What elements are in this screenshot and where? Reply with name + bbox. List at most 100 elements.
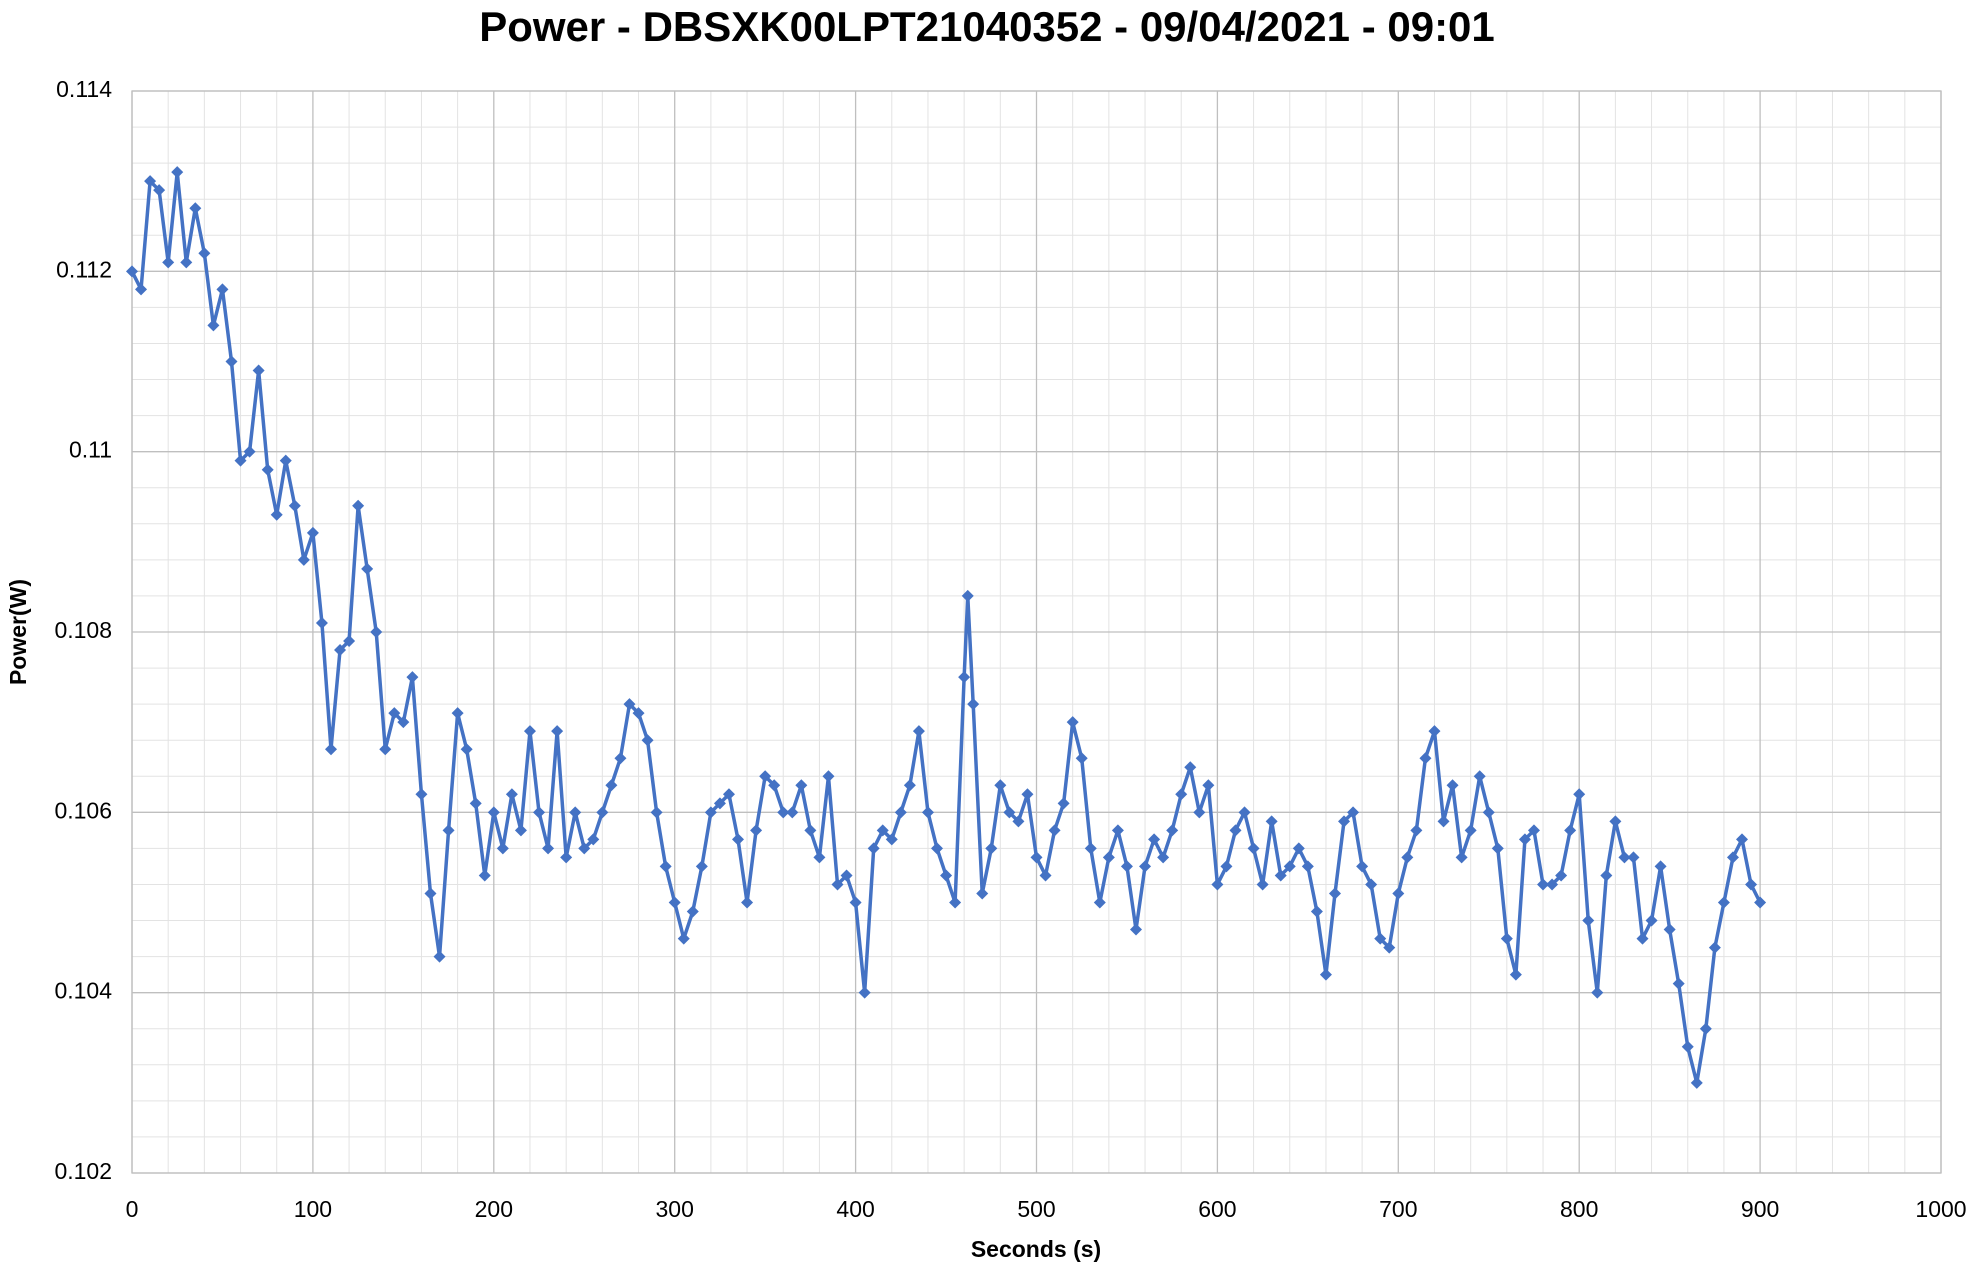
data-marker: [894, 806, 907, 819]
data-marker: [813, 851, 826, 864]
data-marker: [1681, 1040, 1694, 1053]
x-tick-label: 500: [1017, 1196, 1055, 1222]
data-marker: [1374, 932, 1387, 945]
y-axis-label: Power(W): [5, 579, 31, 685]
data-marker: [1473, 770, 1486, 783]
data-marker: [958, 671, 971, 684]
data-marker: [1527, 824, 1540, 837]
data-marker: [1274, 869, 1287, 882]
data-marker: [542, 842, 555, 855]
data-marker: [1509, 968, 1522, 981]
data-marker: [1328, 887, 1341, 900]
data-marker: [940, 869, 953, 882]
data-marker: [252, 364, 265, 377]
data-marker: [1057, 797, 1070, 810]
data-marker: [1627, 851, 1640, 864]
y-tick-label: 0.102: [54, 1158, 112, 1184]
x-tick-label: 700: [1379, 1196, 1417, 1222]
data-marker: [1157, 851, 1170, 864]
data-marker: [126, 265, 138, 278]
data-marker: [1030, 851, 1043, 864]
data-marker: [912, 725, 925, 738]
data-marker: [931, 842, 944, 855]
data-marker: [1410, 824, 1423, 837]
data-marker: [487, 806, 500, 819]
data-marker: [315, 616, 328, 629]
data-marker: [976, 887, 989, 900]
data-marker: [1464, 824, 1477, 837]
data-marker: [1102, 851, 1115, 864]
data-marker: [352, 499, 365, 512]
data-marker: [523, 725, 536, 738]
data-marker: [424, 887, 437, 900]
data-marker: [1012, 815, 1025, 828]
data-marker: [1392, 887, 1405, 900]
data-marker: [451, 707, 464, 720]
data-marker: [343, 635, 356, 648]
data-marker: [1066, 716, 1079, 729]
data-marker: [587, 833, 600, 846]
data-marker: [650, 806, 663, 819]
data-marker: [1699, 1022, 1712, 1035]
data-marker: [279, 454, 292, 467]
data-marker: [1347, 806, 1360, 819]
data-marker: [795, 779, 808, 792]
y-tick-label: 0.11: [69, 437, 112, 463]
data-marker: [623, 698, 636, 711]
data-marker: [496, 842, 509, 855]
data-marker: [243, 445, 256, 458]
data-marker: [1310, 905, 1323, 918]
data-marker: [162, 256, 175, 269]
data-marker: [1736, 833, 1749, 846]
y-tick-label: 0.108: [54, 617, 112, 643]
data-marker: [442, 824, 455, 837]
data-marker: [1247, 842, 1260, 855]
data-marker: [189, 202, 202, 215]
data-marker: [641, 734, 654, 747]
data-marker: [668, 896, 681, 909]
data-marker: [1726, 851, 1739, 864]
data-marker: [216, 283, 229, 296]
data-marker: [135, 283, 148, 296]
data-marker: [1754, 896, 1767, 909]
x-tick-label: 400: [836, 1196, 874, 1222]
data-marker: [596, 806, 609, 819]
data-marker: [1573, 788, 1586, 801]
data-marker: [804, 824, 817, 837]
data-marker: [614, 752, 627, 765]
x-tick-label: 0: [126, 1196, 139, 1222]
data-marker: [1600, 869, 1613, 882]
data-marker: [1654, 860, 1667, 873]
data-marker: [379, 743, 392, 756]
data-marker: [297, 553, 310, 566]
data-marker: [505, 788, 518, 801]
data-marker: [1202, 779, 1215, 792]
data-marker: [234, 454, 247, 467]
x-tick-label: 900: [1741, 1196, 1779, 1222]
data-marker: [1184, 761, 1197, 774]
data-marker: [1211, 878, 1224, 891]
data-marker: [1256, 878, 1269, 891]
data-marker: [478, 869, 491, 882]
data-marker: [1455, 851, 1468, 864]
data-marker: [1148, 833, 1161, 846]
data-marker: [1075, 752, 1088, 765]
data-marker: [198, 247, 211, 260]
data-marker: [1555, 869, 1568, 882]
y-tick-label: 0.104: [54, 978, 112, 1004]
data-marker: [388, 707, 401, 720]
data-marker: [270, 508, 283, 521]
data-marker: [1229, 824, 1242, 837]
data-marker: [288, 499, 301, 512]
data-marker: [1093, 896, 1106, 909]
data-marker: [677, 932, 690, 945]
y-tick-label: 0.106: [54, 797, 112, 823]
data-marker: [1690, 1076, 1703, 1089]
data-marker: [768, 779, 781, 792]
data-marker: [144, 175, 157, 188]
x-tick-label: 600: [1198, 1196, 1236, 1222]
data-marker: [1265, 815, 1278, 828]
data-marker: [578, 842, 591, 855]
data-marker: [840, 869, 853, 882]
